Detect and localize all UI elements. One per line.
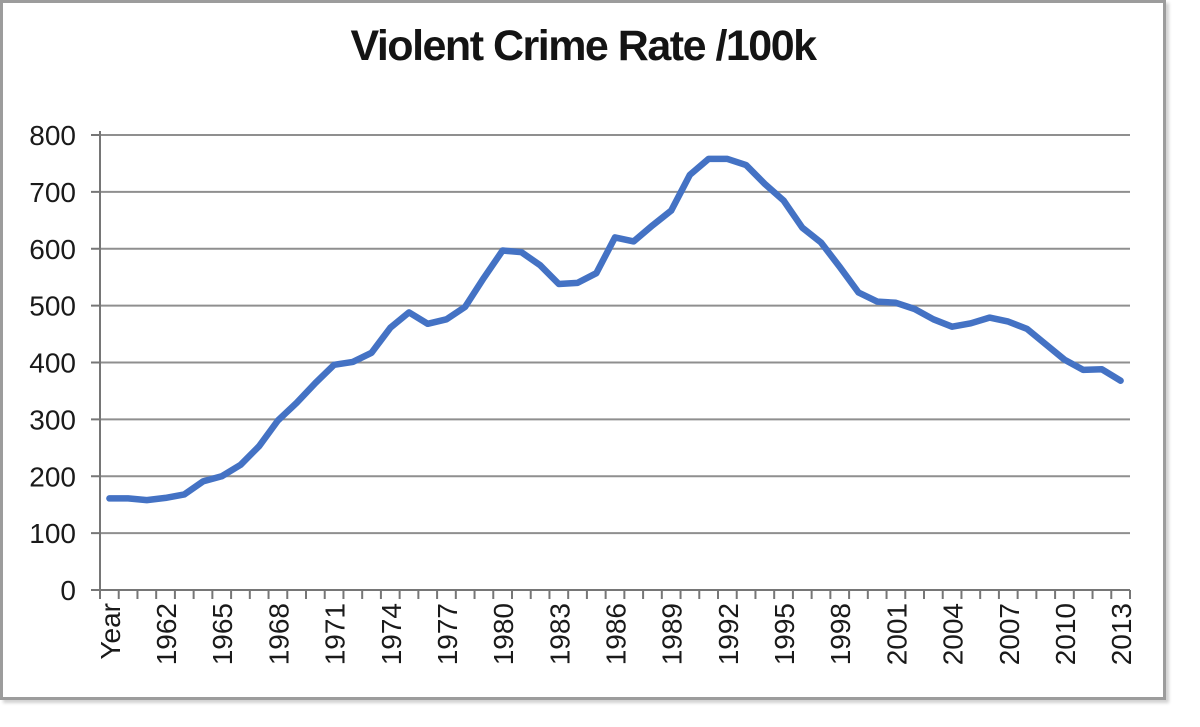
x-tick-label: 1968 xyxy=(263,603,294,665)
x-tick-label: 2001 xyxy=(881,603,912,665)
x-tick-label: 1980 xyxy=(488,603,519,665)
x-tick-label: 1998 xyxy=(825,603,856,665)
x-tick-label: 2004 xyxy=(938,603,969,665)
x-tick-label: 1962 xyxy=(151,603,182,665)
y-tick-label: 600 xyxy=(29,234,76,265)
x-tick-label: 1992 xyxy=(713,603,744,665)
x-tick-label: 1977 xyxy=(432,603,463,665)
y-tick-label: 800 xyxy=(29,120,76,151)
y-tick-label: 0 xyxy=(60,575,76,606)
x-tick-label: 1989 xyxy=(657,603,688,665)
x-tick-label: 1965 xyxy=(207,603,238,665)
y-tick-label: 200 xyxy=(29,461,76,492)
x-tick-label: 1971 xyxy=(320,603,351,665)
x-tick-label: 2013 xyxy=(1106,603,1137,665)
x-tick-label: Year xyxy=(95,603,126,660)
y-tick-label: 400 xyxy=(29,348,76,379)
chart-frame xyxy=(0,0,1166,700)
x-tick-label: 1995 xyxy=(769,603,800,665)
y-tick-label: 700 xyxy=(29,177,76,208)
y-tick-label: 300 xyxy=(29,404,76,435)
y-tick-label: 100 xyxy=(29,518,76,549)
violent-crime-rate-line xyxy=(106,155,1124,504)
x-tick-label: 1974 xyxy=(376,603,407,665)
x-tick-label: 2010 xyxy=(1050,603,1081,665)
x-tick-label: 2007 xyxy=(994,603,1025,665)
x-tick-label: 1983 xyxy=(544,603,575,665)
y-tick-label: 500 xyxy=(29,291,76,322)
chart-title: Violent Crime Rate /100k xyxy=(350,22,817,70)
x-tick-label: 1986 xyxy=(601,603,632,665)
